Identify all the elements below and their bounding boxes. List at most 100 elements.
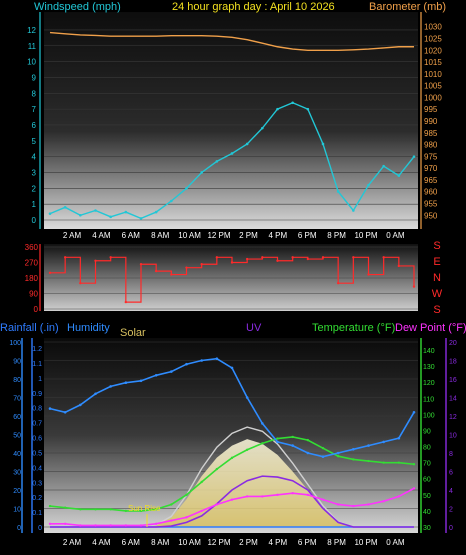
bottom-time-tick: 8 PM bbox=[327, 538, 346, 547]
rainfall-tick-label: 0.9 bbox=[32, 391, 42, 398]
temperature-point bbox=[261, 442, 264, 445]
uv-tick-label: 2 bbox=[449, 507, 453, 514]
windspeed-point bbox=[185, 187, 188, 190]
temperature-point bbox=[336, 455, 340, 458]
windspeed-point bbox=[397, 174, 401, 177]
temperature-point bbox=[382, 461, 385, 464]
bottom-time-tick: 10 AM bbox=[178, 538, 201, 547]
humidity-point bbox=[397, 436, 401, 440]
windspeed-tick-label: 12 bbox=[27, 26, 36, 35]
chart-title: 24 hour graph day : April 10 2026 bbox=[172, 1, 335, 13]
windspeed-tick-label: 3 bbox=[32, 168, 37, 177]
rainfall-tick-label: 1 bbox=[38, 376, 42, 383]
windspeed-point bbox=[382, 164, 385, 168]
humidity-tick-label: 80 bbox=[13, 377, 21, 384]
rainfall-tick-label: 0.8 bbox=[32, 406, 42, 413]
dewpoint-point bbox=[94, 524, 97, 527]
temperature-point bbox=[124, 509, 128, 513]
rainfall-tick-label: 0.7 bbox=[32, 421, 42, 428]
barometer-tick-label: 1020 bbox=[424, 46, 442, 55]
humidity-point bbox=[170, 370, 173, 373]
barometer-tick-label: 985 bbox=[424, 129, 438, 138]
humidity-point bbox=[382, 440, 385, 444]
direction-point bbox=[170, 273, 173, 276]
temperature-point bbox=[215, 467, 219, 471]
temperature-point bbox=[63, 506, 67, 509]
direction-point bbox=[245, 257, 249, 261]
temperature-point bbox=[397, 461, 401, 464]
barometer-series-line bbox=[49, 31, 414, 51]
direction-point bbox=[336, 281, 340, 285]
humidity-point bbox=[109, 385, 112, 388]
windspeed-tick-label: 7 bbox=[32, 105, 37, 114]
temperature-point bbox=[139, 509, 143, 513]
dewpoint-point bbox=[79, 524, 82, 527]
direction-point bbox=[367, 273, 370, 276]
temperature-tick-label: 110 bbox=[423, 396, 434, 403]
temperature-tick-label: 50 bbox=[423, 493, 431, 500]
temperature-point bbox=[230, 456, 234, 460]
direction-point bbox=[412, 285, 416, 288]
uv-tick-label: 20 bbox=[449, 340, 457, 347]
windspeed-point bbox=[48, 212, 52, 215]
bottom-time-tick: 6 AM bbox=[122, 538, 141, 547]
dewpoint-point bbox=[154, 522, 158, 525]
windspeed-point bbox=[245, 142, 249, 146]
direction-point bbox=[291, 256, 294, 259]
direction-tick-label: 0 bbox=[34, 305, 39, 314]
temperature-point bbox=[94, 508, 97, 511]
top-time-tick: 10 AM bbox=[178, 231, 201, 240]
windspeed-point bbox=[367, 183, 370, 187]
temperature-tick-label: 60 bbox=[423, 477, 431, 484]
sunrise-marker-label: Sun Rise bbox=[128, 504, 161, 513]
humidity-point bbox=[352, 448, 355, 451]
rainfall-axis-label: Rainfall (.in) bbox=[0, 322, 59, 334]
temperature-tick-label: 90 bbox=[423, 428, 431, 435]
humidity-tick-label: 10 bbox=[13, 507, 21, 514]
direction-point bbox=[352, 256, 355, 259]
windspeed-tick-label: 6 bbox=[32, 121, 37, 130]
temperature-tick-label: 140 bbox=[423, 348, 435, 355]
uv-tick-label: 8 bbox=[449, 451, 453, 458]
rainfall-tick-label: 0.4 bbox=[32, 465, 42, 472]
humidity-point bbox=[124, 381, 128, 385]
humidity-point bbox=[185, 362, 188, 366]
direction-point bbox=[397, 264, 401, 268]
windspeed-tick-label: 5 bbox=[32, 137, 37, 146]
temperature-point bbox=[276, 437, 279, 440]
dewpoint-point bbox=[124, 524, 128, 527]
uv-tick-label: 14 bbox=[449, 396, 457, 403]
direction-point bbox=[230, 261, 234, 264]
humidity-point bbox=[215, 357, 219, 360]
bottom-time-tick: 6 PM bbox=[298, 538, 317, 547]
dewpoint-point bbox=[336, 503, 340, 506]
direction-point bbox=[63, 256, 67, 259]
dewpoint-point bbox=[48, 522, 52, 525]
barometer-tick-label: 1025 bbox=[424, 35, 442, 44]
direction-point bbox=[382, 256, 385, 259]
top-time-tick: 4 AM bbox=[92, 231, 111, 240]
windspeed-point bbox=[230, 152, 234, 155]
temperature-point bbox=[306, 438, 310, 442]
dewpoint-axis-label: Dew Point (°F) bbox=[395, 322, 466, 334]
barometer-tick-label: 990 bbox=[424, 117, 438, 126]
temperature-tick-label: 130 bbox=[423, 364, 435, 371]
bottom-time-tick: 2 AM bbox=[63, 538, 82, 547]
dewpoint-point bbox=[276, 493, 279, 497]
dewpoint-point bbox=[382, 500, 385, 503]
direction-point bbox=[185, 266, 188, 269]
direction-tick-label: 270 bbox=[25, 259, 39, 268]
windspeed-tick-label: 9 bbox=[32, 73, 37, 82]
compass-label: N bbox=[433, 272, 441, 284]
windspeed-tick-label: 1 bbox=[32, 200, 37, 209]
barometer-tick-label: 1000 bbox=[424, 93, 442, 102]
direction-point bbox=[200, 263, 203, 266]
rainfall-tick-label: 0 bbox=[38, 525, 42, 532]
barometer-tick-label: 955 bbox=[424, 200, 438, 209]
direction-tick-label: 180 bbox=[25, 274, 39, 283]
temperature-point bbox=[154, 508, 158, 511]
dewpoint-point bbox=[109, 524, 112, 527]
humidity-point bbox=[321, 455, 325, 459]
windspeed-point bbox=[261, 126, 264, 130]
dewpoint-point bbox=[397, 495, 401, 498]
